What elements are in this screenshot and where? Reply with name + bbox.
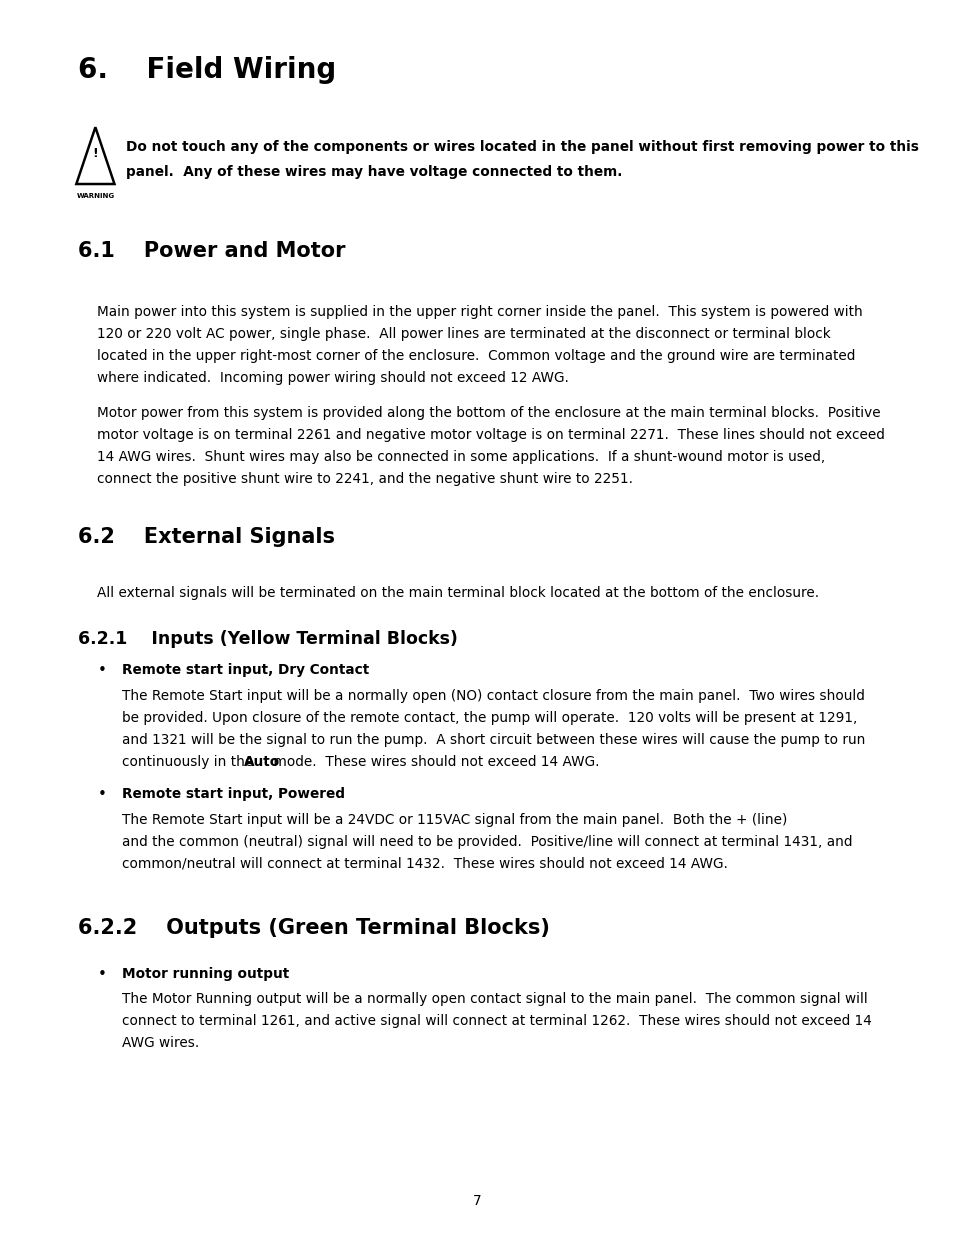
Text: The Remote Start input will be a 24VDC or 115VAC signal from the main panel.  Bo: The Remote Start input will be a 24VDC o… (122, 813, 786, 826)
Text: WARNING: WARNING (76, 193, 114, 199)
Text: Do not touch any of the components or wires located in the panel without first r: Do not touch any of the components or wi… (126, 140, 918, 153)
Text: common/neutral will connect at terminal 1432.  These wires should not exceed 14 : common/neutral will connect at terminal … (122, 857, 727, 871)
Text: 6.2.1    Inputs (Yellow Terminal Blocks): 6.2.1 Inputs (Yellow Terminal Blocks) (78, 630, 457, 648)
Text: mode.  These wires should not exceed 14 AWG.: mode. These wires should not exceed 14 A… (269, 755, 599, 768)
Text: where indicated.  Incoming power wiring should not exceed 12 AWG.: where indicated. Incoming power wiring s… (97, 370, 569, 385)
Text: 6.2.2    Outputs (Green Terminal Blocks): 6.2.2 Outputs (Green Terminal Blocks) (78, 919, 550, 939)
Text: The Motor Running output will be a normally open contact signal to the main pane: The Motor Running output will be a norma… (122, 992, 867, 1007)
Text: 120 or 220 volt AC power, single phase.  All power lines are terminated at the d: 120 or 220 volt AC power, single phase. … (97, 327, 830, 341)
Text: connect the positive shunt wire to 2241, and the negative shunt wire to 2251.: connect the positive shunt wire to 2241,… (97, 472, 633, 487)
Text: continuously in the: continuously in the (122, 755, 257, 768)
Text: Remote start input, Dry Contact: Remote start input, Dry Contact (122, 663, 369, 677)
Text: 6.2    External Signals: 6.2 External Signals (78, 527, 335, 547)
Text: 6.1    Power and Motor: 6.1 Power and Motor (78, 241, 345, 261)
Text: and the common (neutral) signal will need to be provided.  Positive/line will co: and the common (neutral) signal will nee… (122, 835, 852, 848)
Text: •: • (97, 967, 106, 982)
Text: 7: 7 (472, 1194, 481, 1208)
Text: Main power into this system is supplied in the upper right corner inside the pan: Main power into this system is supplied … (97, 305, 862, 319)
Text: !: ! (92, 147, 98, 159)
Text: panel.  Any of these wires may have voltage connected to them.: panel. Any of these wires may have volta… (126, 164, 621, 179)
Text: AWG wires.: AWG wires. (122, 1036, 199, 1050)
Text: be provided. Upon closure of the remote contact, the pump will operate.  120 vol: be provided. Upon closure of the remote … (122, 710, 857, 725)
Text: and 1321 will be the signal to run the pump.  A short circuit between these wire: and 1321 will be the signal to run the p… (122, 732, 864, 746)
Text: •: • (97, 663, 106, 678)
Text: connect to terminal 1261, and active signal will connect at terminal 1262.  Thes: connect to terminal 1261, and active sig… (122, 1014, 871, 1028)
Text: 14 AWG wires.  Shunt wires may also be connected in some applications.  If a shu: 14 AWG wires. Shunt wires may also be co… (97, 450, 824, 464)
Text: 6.    Field Wiring: 6. Field Wiring (78, 56, 336, 84)
Text: motor voltage is on terminal 2261 and negative motor voltage is on terminal 2271: motor voltage is on terminal 2261 and ne… (97, 429, 884, 442)
Text: Remote start input, Powered: Remote start input, Powered (122, 788, 345, 802)
Text: The Remote Start input will be a normally open (NO) contact closure from the mai: The Remote Start input will be a normall… (122, 689, 864, 703)
Text: All external signals will be terminated on the main terminal block located at th: All external signals will be terminated … (97, 587, 819, 600)
Text: Motor power from this system is provided along the bottom of the enclosure at th: Motor power from this system is provided… (97, 406, 880, 420)
Text: Motor running output: Motor running output (122, 967, 289, 981)
Text: located in the upper right-most corner of the enclosure.  Common voltage and the: located in the upper right-most corner o… (97, 350, 855, 363)
Text: •: • (97, 788, 106, 803)
Text: Auto: Auto (243, 755, 279, 768)
